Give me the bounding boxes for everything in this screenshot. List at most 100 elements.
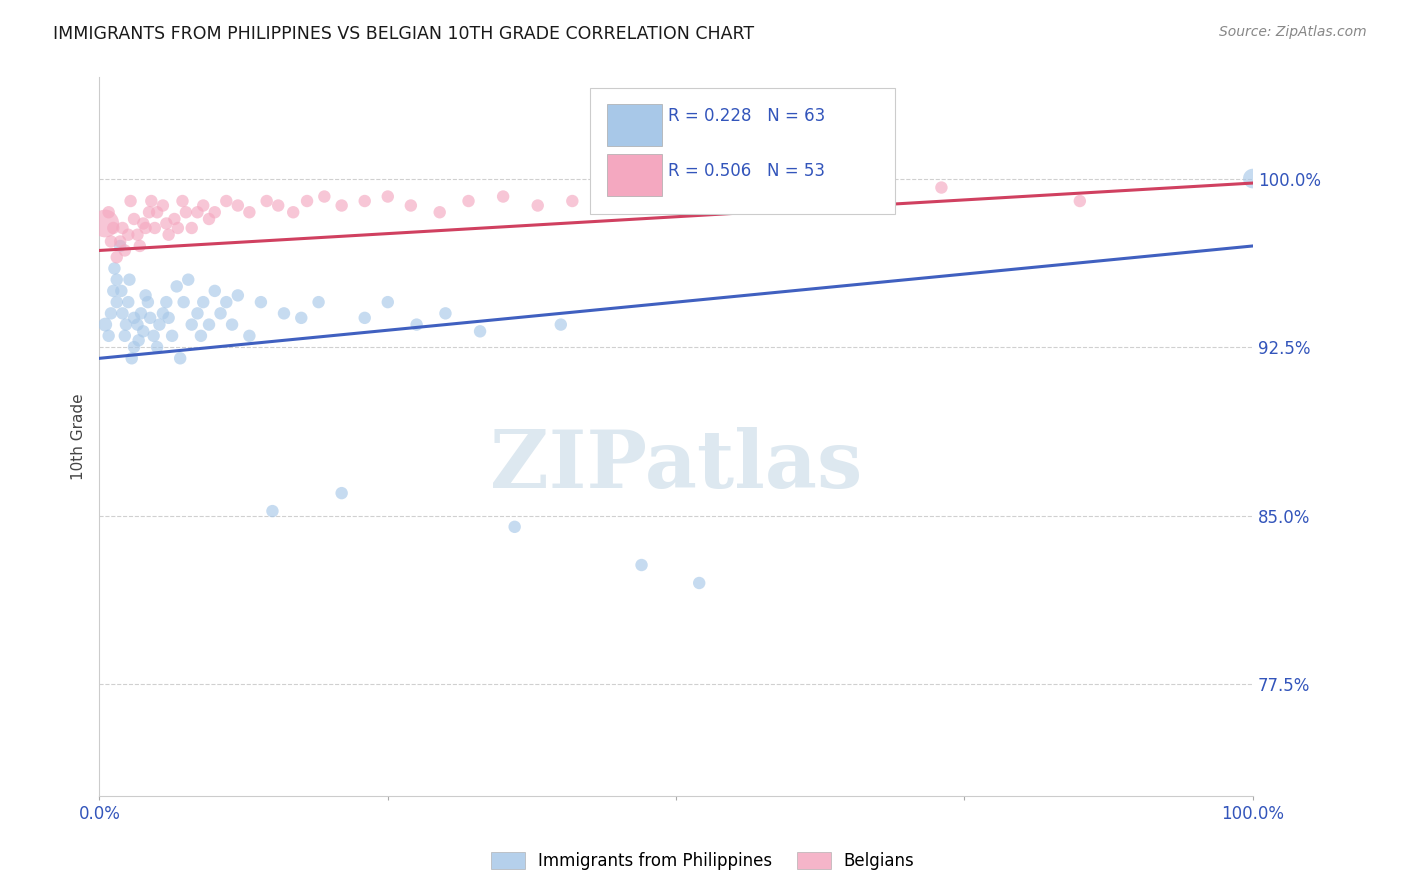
Point [250, 295, 273, 310]
Point [169, 351, 191, 366]
Point [180, 318, 202, 332]
Point [146, 205, 169, 219]
Text: IMMIGRANTS FROM PHILIPPINES VS BELGIAN 10TH GRADE CORRELATION CHART: IMMIGRANTS FROM PHILIPPINES VS BELGIAN 1… [53, 25, 755, 43]
Point [1241, 171, 1264, 186]
Point [290, 310, 312, 325]
Point [122, 212, 145, 227]
Point [173, 295, 195, 310]
Point [204, 205, 226, 219]
Point [308, 295, 330, 310]
Text: ZIPatlas: ZIPatlas [491, 426, 862, 505]
Point [204, 284, 226, 298]
Text: R = 0.228   N = 63: R = 0.228 N = 63 [668, 106, 825, 125]
Point [135, 221, 157, 235]
Point [152, 198, 174, 212]
Point [108, 235, 131, 249]
Point [221, 318, 243, 332]
Point [110, 284, 132, 298]
Point [152, 306, 174, 320]
Point [127, 227, 149, 242]
Point [108, 239, 131, 253]
Y-axis label: 10th Grade: 10th Grade [72, 393, 86, 480]
Point [121, 351, 143, 366]
Point [238, 328, 260, 343]
Point [148, 318, 170, 332]
Point [97, 205, 120, 219]
Point [114, 328, 136, 343]
Point [166, 279, 188, 293]
Point [138, 205, 160, 219]
Point [103, 221, 125, 235]
Point [120, 194, 142, 208]
Point [167, 221, 190, 235]
Point [353, 194, 375, 208]
Point [198, 318, 221, 332]
Point [97, 328, 120, 343]
Point [155, 217, 177, 231]
Point [193, 295, 215, 310]
Point [550, 318, 572, 332]
Point [142, 328, 165, 343]
Point [180, 221, 202, 235]
Point [561, 194, 583, 208]
Point [314, 189, 336, 203]
Point [127, 318, 149, 332]
Point [377, 295, 399, 310]
Point [503, 520, 526, 534]
Point [262, 504, 284, 518]
Point [132, 217, 155, 231]
Point [111, 306, 134, 320]
Point [103, 284, 125, 298]
Point [100, 306, 122, 320]
Point [160, 328, 183, 343]
Point [94, 217, 117, 231]
Point [526, 198, 548, 212]
Point [1069, 194, 1091, 208]
Point [117, 295, 139, 310]
Point [226, 288, 249, 302]
Point [283, 205, 305, 219]
Point [143, 221, 166, 235]
Point [273, 306, 295, 320]
Point [405, 318, 427, 332]
Point [136, 295, 159, 310]
Text: R = 0.506   N = 53: R = 0.506 N = 53 [668, 162, 825, 180]
Point [186, 205, 208, 219]
Point [128, 334, 150, 348]
Point [215, 295, 238, 310]
Point [105, 295, 128, 310]
Point [115, 318, 138, 332]
Point [295, 194, 318, 208]
Point [330, 486, 353, 500]
Point [215, 194, 238, 208]
Point [849, 183, 872, 197]
Legend: Immigrants from Philippines, Belgians: Immigrants from Philippines, Belgians [485, 845, 921, 877]
Point [105, 273, 128, 287]
Point [267, 198, 290, 212]
Point [457, 194, 479, 208]
Point [174, 205, 197, 219]
Point [468, 324, 491, 338]
Point [198, 212, 221, 227]
Point [630, 558, 652, 572]
Point [676, 198, 699, 212]
Point [135, 288, 157, 302]
Point [118, 273, 141, 287]
Point [163, 212, 186, 227]
Point [117, 227, 139, 242]
Point [103, 261, 125, 276]
Point [186, 306, 208, 320]
Text: Source: ZipAtlas.com: Source: ZipAtlas.com [1219, 25, 1367, 39]
Point [105, 250, 128, 264]
Point [209, 306, 232, 320]
Point [931, 180, 953, 194]
Point [780, 187, 803, 202]
Point [114, 244, 136, 258]
Point [429, 205, 451, 219]
Point [193, 198, 215, 212]
Point [157, 310, 180, 325]
Point [377, 189, 399, 203]
Point [226, 198, 249, 212]
Point [146, 340, 169, 354]
Point [128, 239, 150, 253]
